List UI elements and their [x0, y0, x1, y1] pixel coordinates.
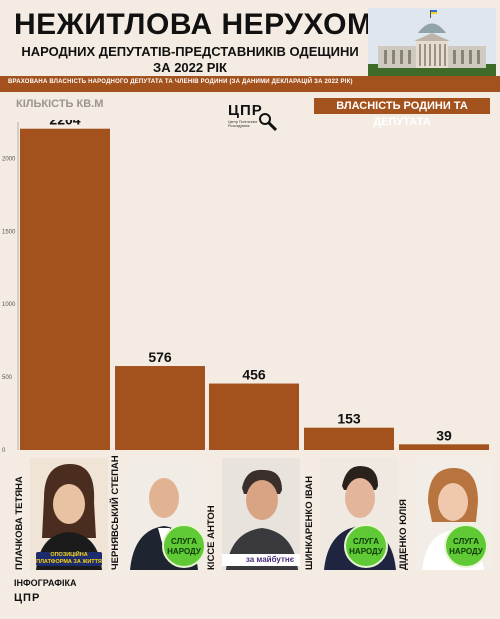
bar-value-label: 576: [148, 349, 172, 365]
bar: [399, 444, 489, 450]
bar-value-label: 456: [242, 367, 266, 383]
footer-label: ІНФОГРАФІКА: [14, 578, 77, 588]
candidate-name: ЧЕРНЯВСЬКИЙ СТЕПАН: [110, 455, 121, 570]
candidate-photo: за майбутнє: [222, 458, 300, 570]
bar-value-label: 39: [436, 427, 452, 443]
sluga-logo-icon: СЛУГА НАРОДУ: [444, 524, 488, 568]
y-tick-label: 500: [2, 375, 13, 381]
y-tick-label: 0: [2, 448, 6, 454]
subtitle-line1: НАРОДНИХ ДЕПУТАТІВ-ПРЕДСТАВНИКІВ ОДЕЩИНИ: [21, 44, 359, 59]
footer-brand: ЦПР: [14, 592, 41, 604]
candidate-name: ШИНКАРЕНКО ІВАН: [304, 475, 315, 570]
legend-item: ВЛАСНІСТЬ РОДИНИ ТА ДЕПУТАТА: [314, 98, 490, 128]
candidate-name: ПЛАЧКОВА ТЕТЯНА: [14, 476, 25, 570]
bar: [304, 427, 394, 450]
logo-text: ЦПР: [228, 102, 263, 119]
candidate-photo: СЛУГА НАРОДУ: [414, 458, 492, 570]
y-tick-label: 1000: [2, 302, 16, 308]
maibutnie-logo-icon: за майбутнє: [222, 554, 300, 566]
y-tick-label: 1500: [2, 229, 16, 235]
candidate-photo: СЛУГА НАРОДУ: [126, 458, 204, 570]
bar: [115, 366, 205, 450]
bar-value-label: 153: [337, 411, 361, 427]
magnifier-icon: [259, 113, 278, 132]
candidate-photos: ПЛАЧКОВА ТЕТЯНА ОПОЗИЦІЙНА ПЛАТФОРМА ЗА …: [0, 455, 500, 574]
bar: [20, 128, 110, 450]
cpr-logo: ЦПР Центр Політичних Розслідувань: [224, 100, 284, 140]
candidate-name: КІССЕ АНТОН: [206, 505, 217, 570]
bar: [209, 383, 299, 450]
subtitle-line2: ЗА 2022 РІК: [153, 60, 227, 75]
bar-value-label: 2204: [49, 120, 80, 128]
bar-chart: 0 500 1000 1500 2000 2204 576 456 153 39: [2, 120, 489, 454]
candidate-photo: ОПОЗИЦІЙНА ПЛАТФОРМА ЗА ЖИТТЯ: [30, 458, 108, 570]
declaration-note: ВРАХОВАНА ВЛАСНІСТЬ НАРОДНОГО ДЕПУТАТА Т…: [8, 79, 353, 85]
y-tick-label: 2000: [2, 156, 16, 162]
parliament-building-image: [368, 8, 496, 82]
note-band: ВРАХОВАНА ВЛАСНІСТЬ НАРОДНОГО ДЕПУТАТА Т…: [0, 76, 500, 92]
candidate-photo: СЛУГА НАРОДУ: [320, 458, 398, 570]
candidate-name: ДІДЕНКО ЮЛІЯ: [398, 499, 409, 570]
sluga-logo-icon: СЛУГА НАРОДУ: [162, 524, 204, 568]
platform-logo-icon: ОПОЗИЦІЙНА ПЛАТФОРМА ЗА ЖИТТЯ: [36, 552, 102, 566]
logo-subtext: Центр Політичних Розслідувань: [228, 120, 258, 128]
sluga-logo-icon: СЛУГА НАРОДУ: [344, 524, 388, 568]
y-axis-label: КІЛЬКІСТЬ КВ.М: [16, 98, 104, 110]
